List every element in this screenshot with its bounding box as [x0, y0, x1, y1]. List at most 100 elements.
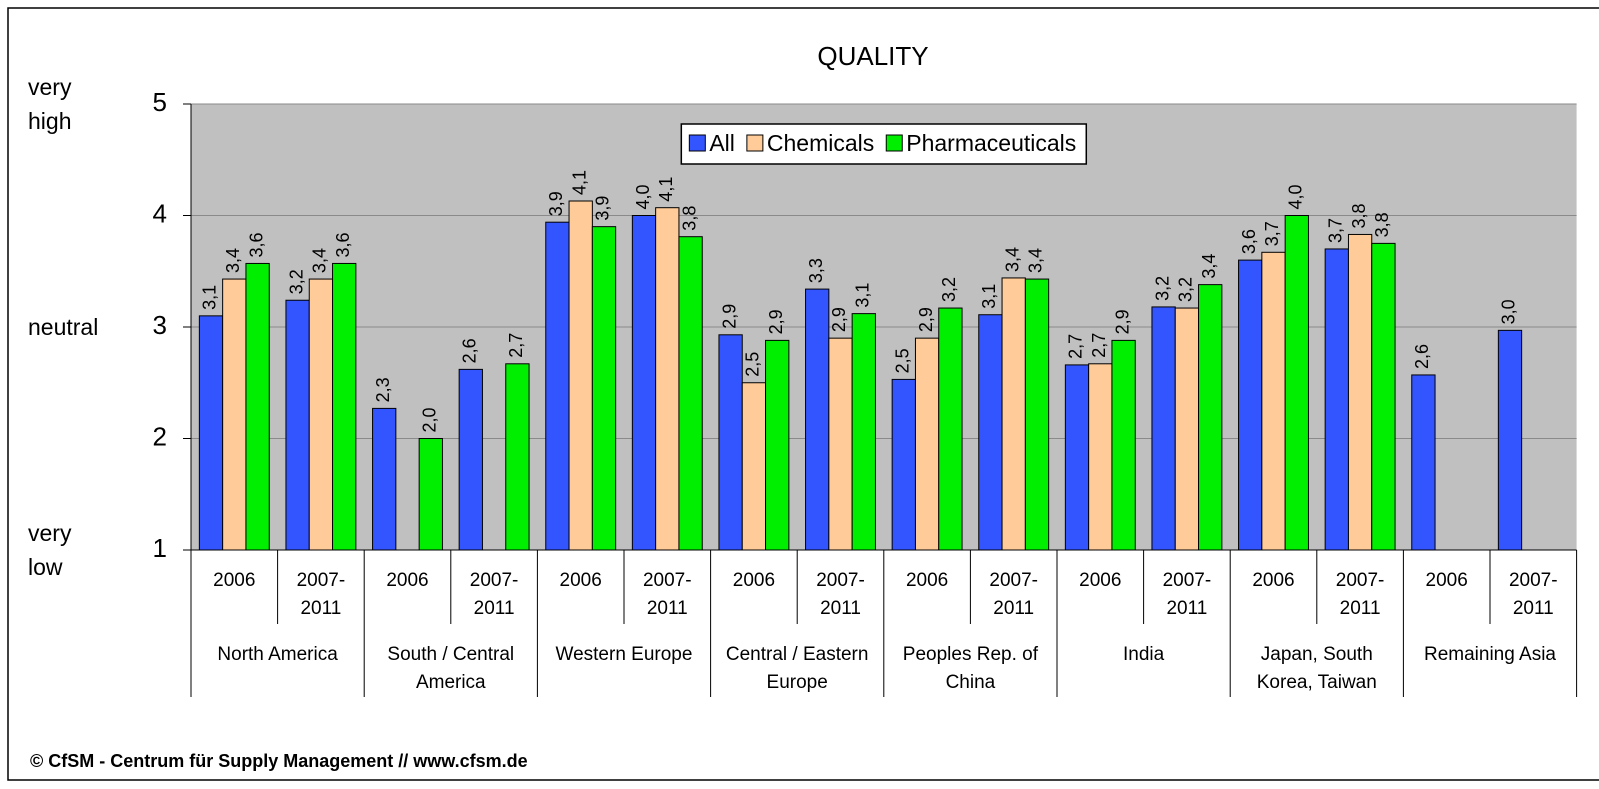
group-label: North America: [217, 644, 338, 665]
data-label: 2,9: [829, 307, 849, 332]
group-label: Japan, South Korea, Taiwan: [1256, 644, 1377, 693]
x-tick-label: 2007-2011: [1335, 570, 1385, 619]
data-label: 3,8: [1372, 212, 1392, 237]
bar: [765, 339, 790, 551]
data-label: 4,0: [1286, 184, 1306, 209]
x-tick-label: 2007-2011: [642, 570, 692, 619]
bar: [1198, 284, 1223, 551]
footer: © CfSM - Centrum für Supply Management /…: [30, 751, 528, 771]
bar: [1064, 364, 1090, 551]
bar: [718, 334, 743, 551]
group-label: Central / Eastern Europe: [725, 644, 869, 693]
y-tick-label: 4: [153, 198, 167, 228]
x-tick-label: 2006: [732, 570, 776, 591]
x-tick-label: 2007-2011: [469, 570, 519, 619]
bar: [1371, 242, 1396, 551]
data-label: 3,2: [939, 277, 959, 302]
y-tick-label: 1: [153, 533, 167, 563]
data-label: 3,8: [679, 206, 699, 231]
data-label: 2,7: [506, 333, 526, 358]
bar: [418, 438, 443, 551]
data-label: 2,9: [1112, 309, 1132, 334]
bar: [741, 382, 767, 551]
data-label: 2,9: [766, 309, 786, 334]
bar: [545, 221, 570, 551]
data-label: 3,6: [333, 232, 353, 257]
bar: [828, 337, 853, 551]
bar: [891, 378, 916, 551]
data-label: 3,2: [1176, 277, 1196, 302]
data-label: 2,3: [373, 377, 393, 402]
bar: [1238, 259, 1263, 551]
data-label: 3,7: [1326, 218, 1346, 243]
x-tick-label: 2007-2011: [816, 570, 865, 619]
x-tick-label: 2007-2011: [296, 570, 346, 619]
group-label: India: [1122, 644, 1165, 665]
bar: [1261, 251, 1286, 551]
bar: [505, 363, 530, 551]
bar: [851, 313, 876, 551]
data-label: 3,4: [310, 248, 330, 273]
data-label: 4,1: [656, 177, 676, 202]
data-label: 3,9: [593, 196, 613, 221]
x-tick-label: 2006: [559, 570, 602, 591]
data-label: 3,2: [1152, 276, 1172, 301]
y-tick-label: 3: [153, 310, 167, 340]
y-qualitative-label: very high: [28, 74, 72, 134]
data-label: 2,7: [1066, 334, 1086, 359]
bar: [631, 215, 657, 551]
data-label: 3,8: [1349, 203, 1369, 228]
x-tick-label: 2006: [386, 570, 429, 591]
bar: [1174, 307, 1200, 551]
data-label: 2,7: [1089, 333, 1109, 358]
bar: [245, 262, 270, 551]
bar: [805, 288, 830, 551]
legend-swatch: [746, 134, 764, 152]
data-label: 2,9: [916, 307, 936, 332]
x-tick-label: 2007-2011: [989, 570, 1038, 619]
bar: [1151, 306, 1176, 551]
data-label: 3,6: [246, 232, 266, 257]
legend-label: Chemicals: [767, 130, 874, 156]
data-label: 3,4: [223, 248, 243, 273]
x-tick-label: 2006: [1252, 570, 1295, 591]
bar: [198, 315, 224, 551]
data-label: 3,3: [806, 258, 826, 283]
bar: [1324, 248, 1349, 551]
bar: [1024, 278, 1050, 551]
bar: [1111, 339, 1136, 551]
x-tick-label: 2006: [213, 570, 256, 591]
bar: [1497, 329, 1523, 551]
group-label: South / Central America: [387, 644, 515, 693]
y-tick-label: 2: [153, 421, 167, 451]
data-label: 3,1: [979, 284, 999, 309]
data-label: 3,6: [1239, 229, 1259, 254]
legend-swatch: [688, 134, 706, 152]
data-label: 3,9: [546, 191, 566, 216]
bar: [591, 226, 617, 551]
legend-label: All: [709, 130, 735, 156]
bar: [285, 299, 310, 551]
data-label: 3,1: [200, 285, 220, 310]
bar: [914, 337, 940, 551]
data-label: 3,4: [1199, 254, 1219, 279]
bar: [1001, 277, 1026, 551]
y-qualitative-label: very low: [28, 520, 72, 580]
group-label: Remaining Asia: [1423, 644, 1556, 665]
data-label: 2,6: [460, 338, 480, 363]
legend-label: Pharmaceuticals: [906, 130, 1076, 156]
data-label: 2,6: [1412, 344, 1432, 369]
data-label: 4,0: [633, 184, 653, 209]
data-label: 3,4: [1026, 248, 1046, 273]
data-label: 2,5: [743, 352, 763, 377]
bar: [568, 200, 593, 551]
bar: [655, 207, 680, 551]
data-label: 2,5: [893, 348, 913, 373]
x-tick-label: 2006: [905, 570, 949, 591]
bar: [1088, 363, 1113, 551]
bar: [222, 278, 247, 551]
data-label: 3,1: [853, 283, 873, 308]
bar: [938, 307, 963, 551]
y-qualitative-label: neutral: [28, 314, 99, 340]
